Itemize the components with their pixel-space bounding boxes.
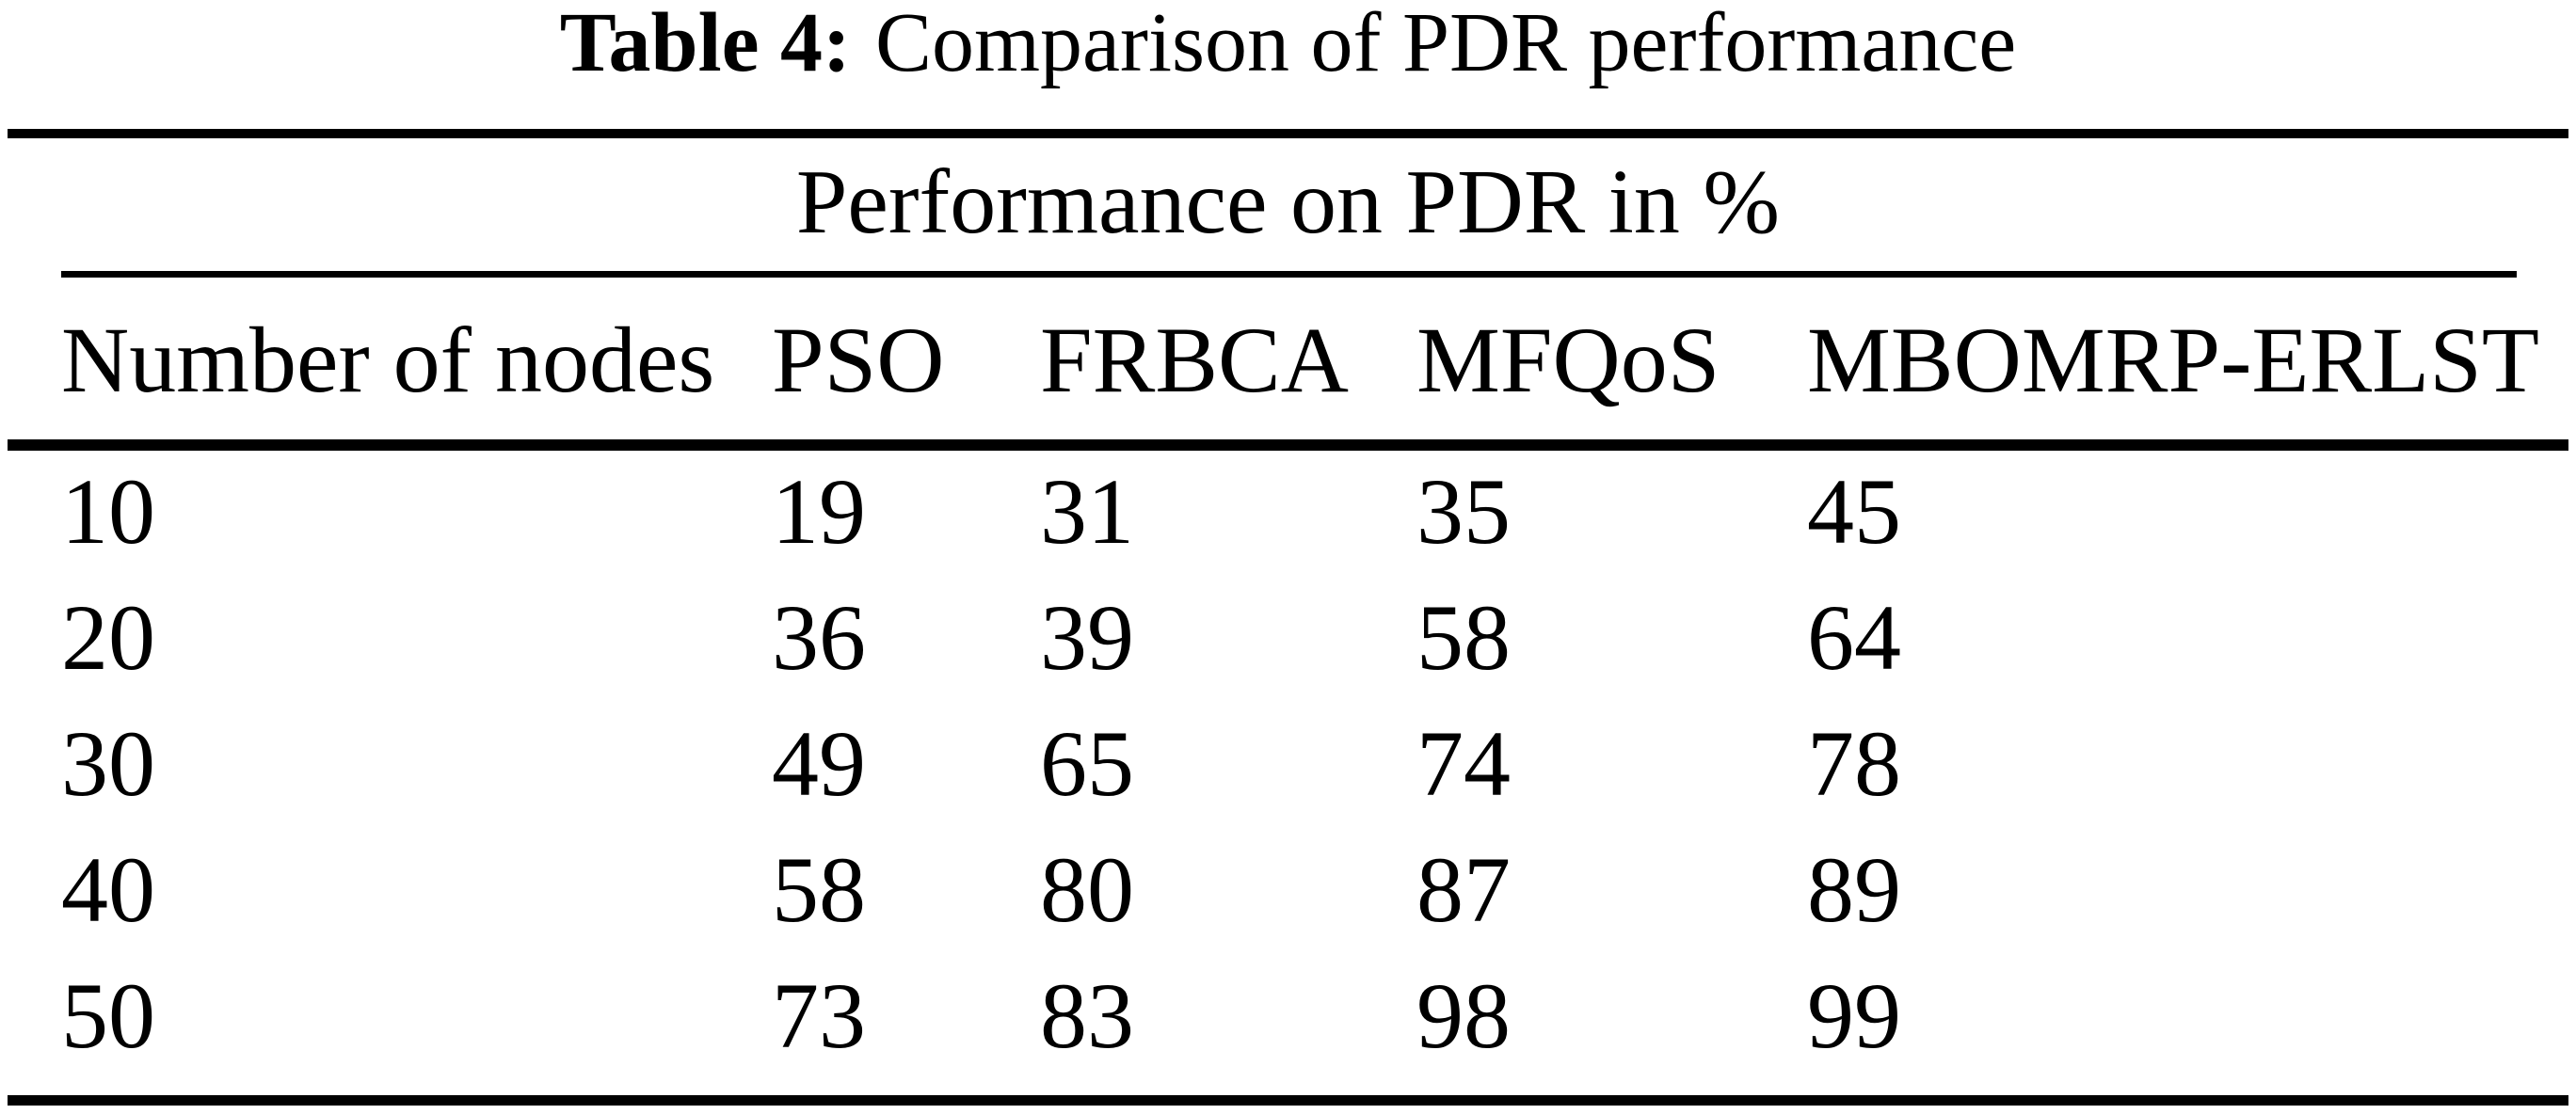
table-row: 50 73 83 98 99 <box>0 969 2576 1073</box>
bottom-rule <box>8 1095 2568 1106</box>
table-cell: 80 <box>1040 837 1134 942</box>
caption-label: Table 4: <box>559 0 851 89</box>
table-cell: 74 <box>1416 711 1511 816</box>
table-cell: 19 <box>772 459 866 564</box>
table-cell: 99 <box>1807 963 1901 1068</box>
table-cell: 78 <box>1807 711 1901 816</box>
table-cell: 73 <box>772 963 866 1068</box>
table-cell: 35 <box>1416 459 1511 564</box>
table-cell: 50 <box>61 963 155 1068</box>
column-header-mbomrp-erlst: MBOMRP-ERLST <box>1807 308 2539 412</box>
table-caption: Table 4: Comparison of PDR performance <box>0 0 2576 94</box>
table-cell: 89 <box>1807 837 1901 942</box>
column-header-nodes: Number of nodes <box>61 308 715 412</box>
table-cell: 30 <box>61 711 155 816</box>
caption-text: Comparison of PDR performance <box>875 0 2017 89</box>
table-cell: 83 <box>1040 963 1134 1068</box>
table-cell: 64 <box>1807 585 1901 690</box>
group-header-rule <box>61 271 2517 278</box>
table-cell: 87 <box>1416 837 1511 942</box>
table-cell: 39 <box>1040 585 1134 690</box>
table-row: 40 58 80 87 89 <box>0 843 2576 947</box>
column-header-mfqos: MFQoS <box>1416 308 1720 412</box>
table-cell: 40 <box>61 837 155 942</box>
header-rule <box>8 439 2568 451</box>
table-cell: 45 <box>1807 459 1901 564</box>
table-row: 10 19 31 35 45 <box>0 465 2576 568</box>
table-cell: 20 <box>61 585 155 690</box>
table-cell: 58 <box>1416 585 1511 690</box>
table-cell: 49 <box>772 711 866 816</box>
table-cell: 10 <box>61 459 155 564</box>
table-cell: 31 <box>1040 459 1134 564</box>
column-header-pso: PSO <box>772 308 945 412</box>
table-cell: 65 <box>1040 711 1134 816</box>
group-header: Performance on PDR in % <box>795 151 1781 253</box>
top-rule <box>8 129 2568 138</box>
column-header-frbca: FRBCA <box>1040 308 1349 412</box>
table-row: 20 36 39 58 64 <box>0 591 2576 694</box>
table-cell: 36 <box>772 585 866 690</box>
table-cell: 58 <box>772 837 866 942</box>
table-row: 30 49 65 74 78 <box>0 717 2576 820</box>
table-cell: 98 <box>1416 963 1511 1068</box>
header-row: Number of nodes PSO FRBCA MFQoS MBOMRP-E… <box>0 313 2576 417</box>
